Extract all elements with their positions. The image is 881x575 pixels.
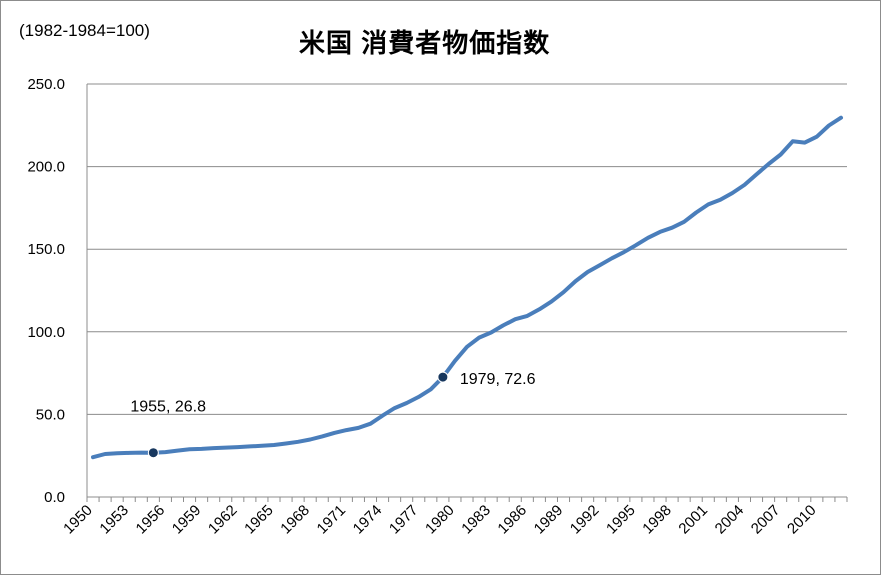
index-base-note: (1982-1984=100) [19, 21, 150, 40]
y-tick-label: 50.0 [36, 406, 65, 423]
x-tick-label: 1977 [386, 502, 422, 538]
x-tick-label: 1983 [458, 502, 494, 538]
x-tick-label: 1950 [60, 502, 96, 538]
chart-title: 米国 消費者物価指数 [299, 28, 551, 58]
x-tick-label: 1965 [241, 502, 277, 538]
cpi-series-line [91, 115, 843, 460]
x-tick-label: 1956 [133, 502, 169, 538]
y-tick-label: 0.0 [44, 489, 65, 506]
x-tick-label: 2004 [712, 502, 748, 538]
x-tick-label: 1989 [531, 502, 567, 538]
annotation-label: 1979, 72.6 [460, 371, 536, 388]
y-tick-label: 150.0 [27, 241, 65, 258]
y-tick-label: 100.0 [27, 324, 65, 341]
x-tick-label: 1980 [422, 502, 458, 538]
x-tick-label: 2010 [784, 502, 820, 538]
x-tick-label: 2007 [748, 502, 784, 538]
annotation-point [147, 447, 159, 459]
annotation-label: 1955, 26.8 [130, 399, 206, 416]
x-tick-label: 1995 [603, 502, 639, 538]
x-tick-label: 2001 [675, 502, 711, 538]
annotation-point [437, 371, 449, 383]
x-tick-label: 1974 [350, 502, 386, 538]
x-tick-label: 1986 [494, 502, 530, 538]
x-tick-label: 1968 [277, 502, 313, 538]
y-tick-label: 200.0 [27, 159, 65, 176]
x-tick-label: 1962 [205, 502, 241, 538]
x-tick-label: 1971 [314, 502, 350, 538]
y-tick-label: 250.0 [27, 76, 65, 93]
x-tick-label: 1998 [639, 502, 675, 538]
x-tick-label: 1992 [567, 502, 603, 538]
x-tick-label: 1959 [169, 502, 205, 538]
x-tick-label: 1953 [96, 502, 132, 538]
